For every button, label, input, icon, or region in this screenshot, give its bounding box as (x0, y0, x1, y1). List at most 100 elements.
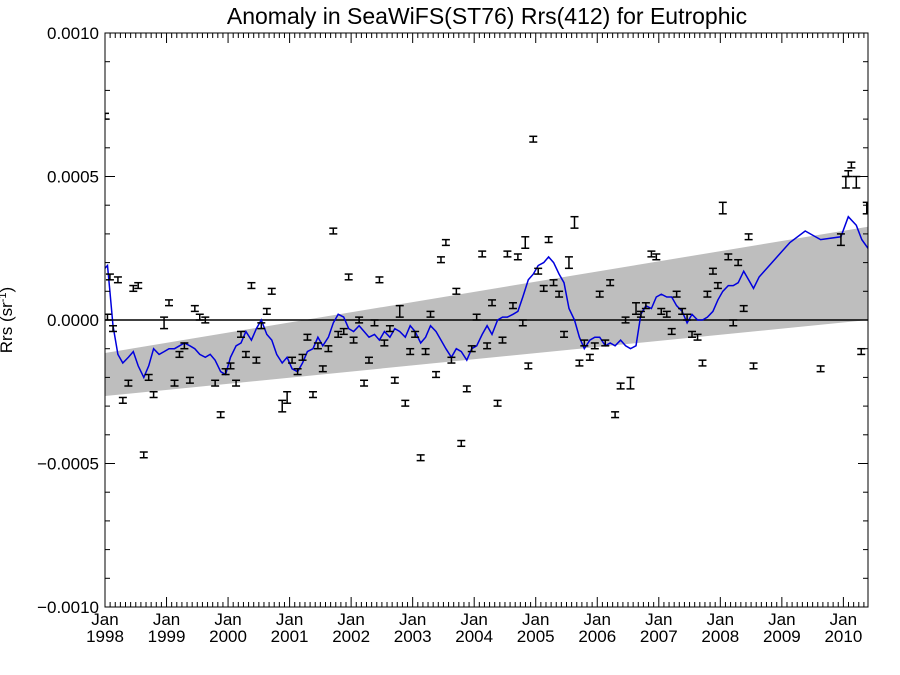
anomaly-point (857, 347, 866, 356)
anomaly-point (360, 379, 369, 387)
anomaly-point (483, 342, 492, 350)
x-tick-label-year: 1998 (86, 627, 124, 646)
anomaly-point (105, 273, 114, 281)
x-tick-label-month: Jan (460, 610, 487, 629)
anomaly-point (375, 276, 384, 284)
anomaly-point (657, 307, 666, 316)
anomaly-point (836, 233, 845, 247)
anomaly-point (267, 287, 276, 295)
anomaly-point (257, 322, 266, 330)
x-tick-label-month: Jan (337, 610, 364, 629)
anomaly-point (426, 310, 435, 318)
anomaly-point (816, 365, 825, 373)
anomaly-point (355, 316, 364, 324)
x-tick-label-month: Jan (584, 610, 611, 629)
x-tick-label-month: Jan (522, 610, 549, 629)
anomaly-point (488, 299, 497, 307)
anomaly-point (139, 451, 148, 459)
anomaly-point (524, 362, 533, 370)
anomaly-point (703, 290, 712, 298)
anomaly-point (513, 253, 522, 261)
anomaly-point (349, 336, 358, 344)
anomaly-point (632, 302, 641, 316)
anomaly-point (641, 302, 650, 310)
anomaly-point (662, 310, 671, 318)
anomaly-point (749, 362, 758, 370)
anomaly-point (847, 161, 856, 169)
anomaly-point (718, 201, 727, 215)
anomaly-point (390, 376, 399, 384)
anomaly-point (364, 356, 373, 364)
chart-title: Anomaly in SeaWiFS(ST76) Rrs(412) for Eu… (227, 3, 747, 29)
anomaly-point (180, 342, 189, 350)
anomaly-point (298, 353, 307, 361)
anomaly-point (278, 399, 287, 413)
anomaly-point (529, 135, 538, 143)
anomaly-point (201, 316, 210, 324)
anomaly-point (841, 175, 850, 189)
anomaly-point (585, 353, 594, 361)
anomaly-point (124, 379, 133, 387)
anomaly-point (283, 391, 292, 404)
y-tick-label: −0.0005 (37, 455, 99, 474)
anomaly-point (478, 250, 487, 258)
anomaly-point (688, 330, 697, 338)
x-tick-label-month: Jan (399, 610, 426, 629)
anomaly-point (313, 342, 322, 350)
anomaly-point (616, 382, 625, 390)
anomaly-point (457, 439, 466, 448)
anomaly-point (441, 238, 450, 247)
anomaly-point (698, 359, 707, 367)
anomaly-point (467, 345, 476, 353)
anomaly-point (724, 253, 733, 261)
anomaly-point (555, 290, 564, 298)
anomaly-point (190, 304, 199, 313)
anomaly-point (626, 376, 635, 390)
anomaly-point (113, 276, 122, 284)
anomaly-point (401, 399, 410, 407)
anomaly-point (436, 256, 445, 264)
anomaly-point (611, 411, 620, 419)
anomaly-point (560, 330, 569, 338)
anomaly-point (708, 267, 717, 275)
x-tick-label-month: Jan (214, 610, 241, 629)
anomaly-point (539, 284, 548, 293)
anomaly-point (395, 304, 404, 318)
anomaly-point (844, 170, 853, 178)
anomaly-point (575, 359, 584, 367)
trend-band (105, 226, 868, 397)
anomaly-point (339, 327, 348, 336)
x-tick-label-month: Jan (153, 610, 180, 629)
anomaly-point (134, 281, 143, 290)
anomaly-point (421, 347, 430, 356)
anomaly-point (334, 330, 343, 338)
anomaly-point (129, 284, 138, 293)
anomaly-point (544, 236, 553, 244)
anomaly-point (318, 365, 327, 373)
anomaly-point (185, 376, 194, 384)
x-tick-label-year: 2001 (271, 627, 309, 646)
x-tick-label-year: 1999 (148, 627, 186, 646)
anomaly-point (118, 396, 127, 404)
anomaly-point (211, 379, 220, 387)
anomaly-point (667, 327, 676, 336)
anomaly-point (729, 319, 738, 327)
anomaly-point (734, 258, 743, 267)
anomaly-point (498, 336, 507, 344)
anomaly-point (713, 281, 722, 290)
anomaly-point (672, 290, 681, 298)
anomaly-point (549, 279, 558, 287)
y-tick-label: 0.0010 (47, 24, 99, 43)
anomaly-point (503, 250, 512, 258)
anomaly-point (241, 350, 250, 359)
x-tick-label-year: 2004 (455, 627, 493, 646)
x-tick-label-month: Jan (645, 610, 672, 629)
x-tick-label-month: Jan (768, 610, 795, 629)
anomaly-point (149, 391, 158, 399)
anomaly-point (693, 333, 702, 341)
anomaly-point (601, 339, 610, 347)
anomaly-point (195, 313, 204, 321)
anomaly-point (652, 253, 661, 261)
anomaly-point (226, 362, 235, 370)
